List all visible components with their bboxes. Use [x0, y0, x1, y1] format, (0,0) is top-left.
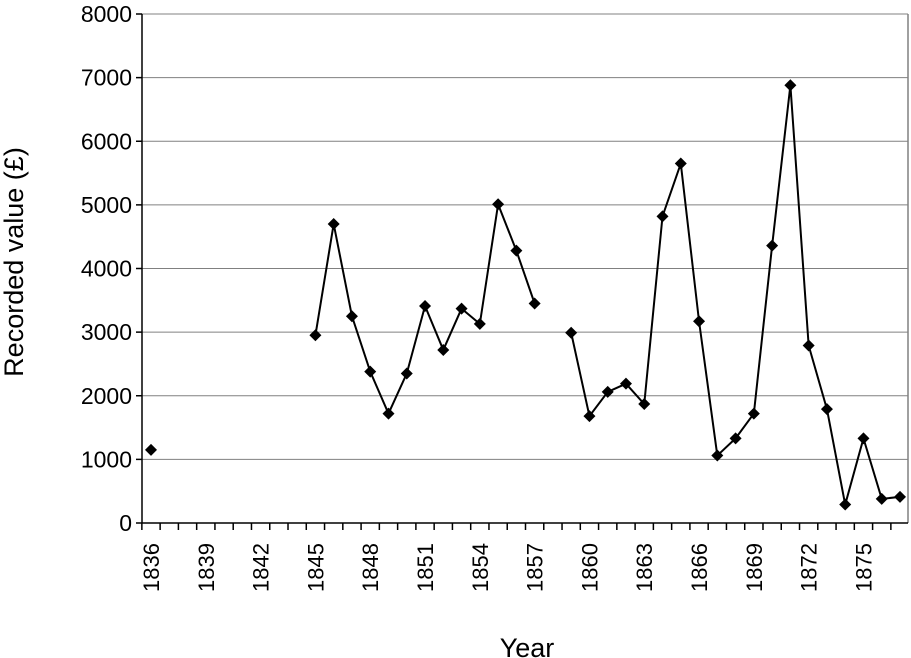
- data-point-1876: [875, 492, 888, 505]
- x-tick-label: 1842: [249, 543, 274, 592]
- y-axis-ticks: 0 1000 2000 3000 4000 5000 6000 7000 8000: [81, 1, 142, 536]
- y-axis-title: Recorded value (£): [0, 147, 29, 377]
- data-point-1857: [528, 297, 541, 310]
- x-tick-label: 1863: [632, 543, 657, 592]
- data-point-1836: [145, 443, 157, 456]
- data-point-1875: [857, 432, 870, 445]
- data-point-1851: [419, 300, 432, 313]
- data-point-1865: [674, 157, 687, 170]
- data-point-1856: [510, 244, 523, 257]
- data-point-1846: [327, 217, 340, 230]
- data-point-1853: [455, 302, 468, 315]
- y-tick-label: 1000: [81, 446, 132, 472]
- x-tick-label: 1872: [797, 543, 822, 592]
- gridlines: [142, 13, 908, 460]
- y-tick-label: 2000: [81, 383, 132, 409]
- x-tick-label: 1839: [194, 543, 219, 592]
- data-point-1854: [473, 317, 486, 330]
- data-point-1855: [492, 198, 505, 211]
- x-tick-label: 1875: [851, 543, 876, 592]
- data-point-1873: [820, 403, 833, 416]
- data-point-1845: [309, 329, 322, 342]
- data-point-1850: [400, 367, 413, 380]
- x-tick-label: 1848: [358, 543, 383, 592]
- y-tick-label: 7000: [81, 65, 132, 91]
- data-point-1877: [894, 490, 906, 503]
- data-point-1861: [601, 385, 614, 398]
- y-tick-label: 6000: [81, 128, 132, 154]
- data-point-1852: [437, 343, 450, 356]
- x-tick-label: 1869: [742, 543, 767, 592]
- data-point-1859: [565, 326, 578, 339]
- y-tick-label: 0: [119, 510, 132, 536]
- data-point-1869: [747, 407, 760, 420]
- data-point-1848: [364, 365, 377, 378]
- y-tick-label: 4000: [81, 256, 132, 282]
- x-tick-label: 1845: [303, 543, 328, 592]
- data-point-1872: [802, 339, 815, 352]
- x-tick-label: 1854: [468, 543, 493, 592]
- x-tick-label: 1836: [139, 543, 164, 592]
- x-tick-label: 1851: [413, 543, 438, 592]
- data-point-1860: [583, 410, 596, 423]
- data-point-1874: [839, 498, 852, 511]
- y-tick-label: 8000: [81, 1, 132, 27]
- y-tick-label: 5000: [81, 192, 132, 218]
- data-point-1849: [382, 407, 395, 420]
- data-point-1863: [638, 398, 651, 411]
- data-point-1847: [345, 310, 358, 323]
- x-tick-label: 1857: [523, 543, 548, 592]
- x-tick-label: 1860: [577, 543, 602, 592]
- data-point-1864: [656, 210, 669, 223]
- series-group: [145, 79, 906, 511]
- x-axis-ticks: 1836 1839 1842 1845 1848 1851 1854 1857 1860 1863…: [139, 523, 892, 592]
- data-point-1862: [619, 377, 632, 390]
- x-axis-title: Year: [500, 633, 555, 658]
- data-point-1868: [729, 432, 742, 445]
- data-point-1867: [711, 449, 724, 462]
- data-point-1866: [693, 315, 706, 328]
- y-tick-label: 3000: [81, 319, 132, 345]
- x-tick-label: 1866: [687, 543, 712, 592]
- data-point-1870: [766, 239, 779, 252]
- data-point-1871: [784, 79, 797, 92]
